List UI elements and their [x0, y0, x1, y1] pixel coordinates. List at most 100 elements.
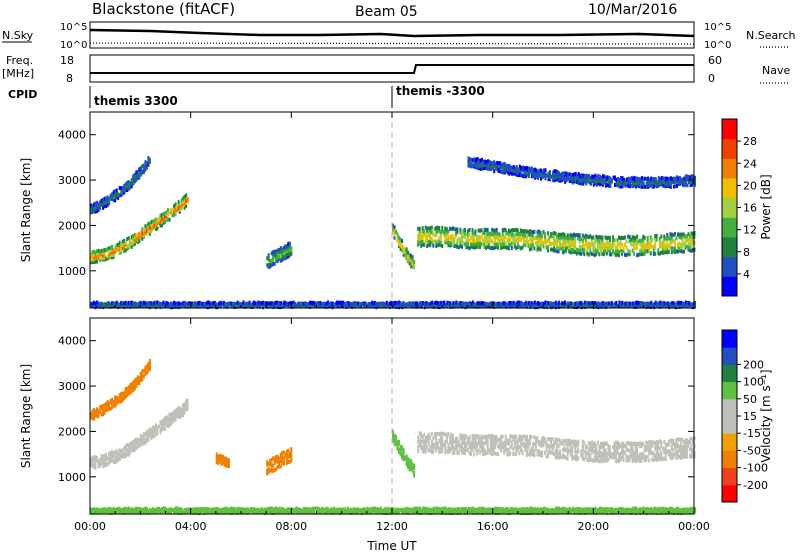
cell [426, 445, 429, 450]
cell [108, 301, 111, 306]
cell [438, 226, 441, 231]
cell [257, 300, 260, 305]
cell [507, 232, 510, 237]
cell [494, 245, 497, 250]
cell [547, 231, 549, 236]
cell [130, 181, 133, 186]
cell [105, 196, 108, 201]
cell [498, 241, 501, 246]
cell [575, 247, 578, 252]
cell [456, 227, 459, 232]
cell [132, 174, 135, 179]
cell [687, 232, 690, 237]
cell [521, 449, 524, 454]
cell [426, 439, 429, 443]
cell [414, 301, 417, 306]
cell [399, 444, 402, 449]
cell [522, 233, 525, 237]
cell [188, 301, 191, 306]
cell [549, 170, 551, 175]
cell [275, 253, 278, 258]
cell [559, 438, 562, 443]
cell [513, 241, 516, 246]
cell [522, 243, 525, 248]
cell [136, 444, 139, 449]
cell [545, 444, 548, 448]
cell [478, 158, 481, 163]
cell [129, 184, 132, 189]
cell [176, 208, 179, 212]
cell [441, 225, 444, 230]
cell [479, 235, 482, 240]
cell [464, 441, 466, 446]
cell [135, 235, 138, 240]
cell [660, 241, 663, 246]
cell [608, 252, 611, 257]
cell [509, 301, 512, 305]
cell [418, 431, 421, 436]
cell [96, 304, 98, 309]
cell [127, 300, 130, 305]
cell [512, 241, 515, 246]
cell [90, 252, 92, 257]
cell [675, 301, 678, 306]
cell [102, 404, 105, 408]
cell [154, 222, 157, 227]
cell [563, 233, 566, 237]
cell [93, 257, 95, 262]
cell [135, 170, 138, 175]
cell [127, 451, 130, 456]
cell [553, 231, 556, 235]
cell [593, 241, 596, 246]
cell [639, 248, 642, 253]
cell [639, 251, 642, 256]
cell [533, 300, 536, 305]
cell [521, 302, 524, 307]
cell [319, 301, 322, 306]
cell [584, 237, 587, 242]
cell [281, 302, 284, 307]
cell [657, 176, 660, 181]
cell [656, 183, 659, 187]
cell [461, 304, 464, 309]
cell [574, 240, 577, 245]
cell [179, 406, 182, 411]
cell [290, 250, 293, 255]
cell [142, 432, 145, 437]
cell [593, 246, 596, 251]
cell [392, 301, 394, 306]
cell [115, 188, 118, 193]
cell [434, 300, 437, 305]
cell [681, 243, 684, 247]
cell [284, 253, 287, 258]
cell [470, 444, 472, 449]
cell [578, 233, 581, 238]
cell [410, 466, 413, 471]
cell [138, 376, 141, 381]
cell [553, 178, 556, 183]
cell [553, 169, 556, 174]
cell [451, 433, 454, 438]
cell [139, 166, 142, 171]
cell [127, 182, 130, 187]
cell [631, 235, 634, 240]
cell [442, 229, 445, 234]
cell [281, 253, 284, 258]
cell [123, 183, 126, 188]
cell [399, 242, 402, 247]
cell [424, 438, 427, 443]
cell [93, 456, 95, 461]
cell [543, 301, 545, 306]
cell [118, 393, 121, 398]
cell [467, 156, 470, 161]
cell [130, 235, 133, 239]
cell [683, 181, 686, 186]
cell [484, 302, 487, 307]
cell [601, 251, 604, 256]
cell [525, 453, 528, 458]
cell [185, 399, 188, 404]
cell [167, 301, 169, 306]
cell [567, 172, 570, 177]
cell [503, 235, 506, 240]
cell [556, 444, 559, 449]
